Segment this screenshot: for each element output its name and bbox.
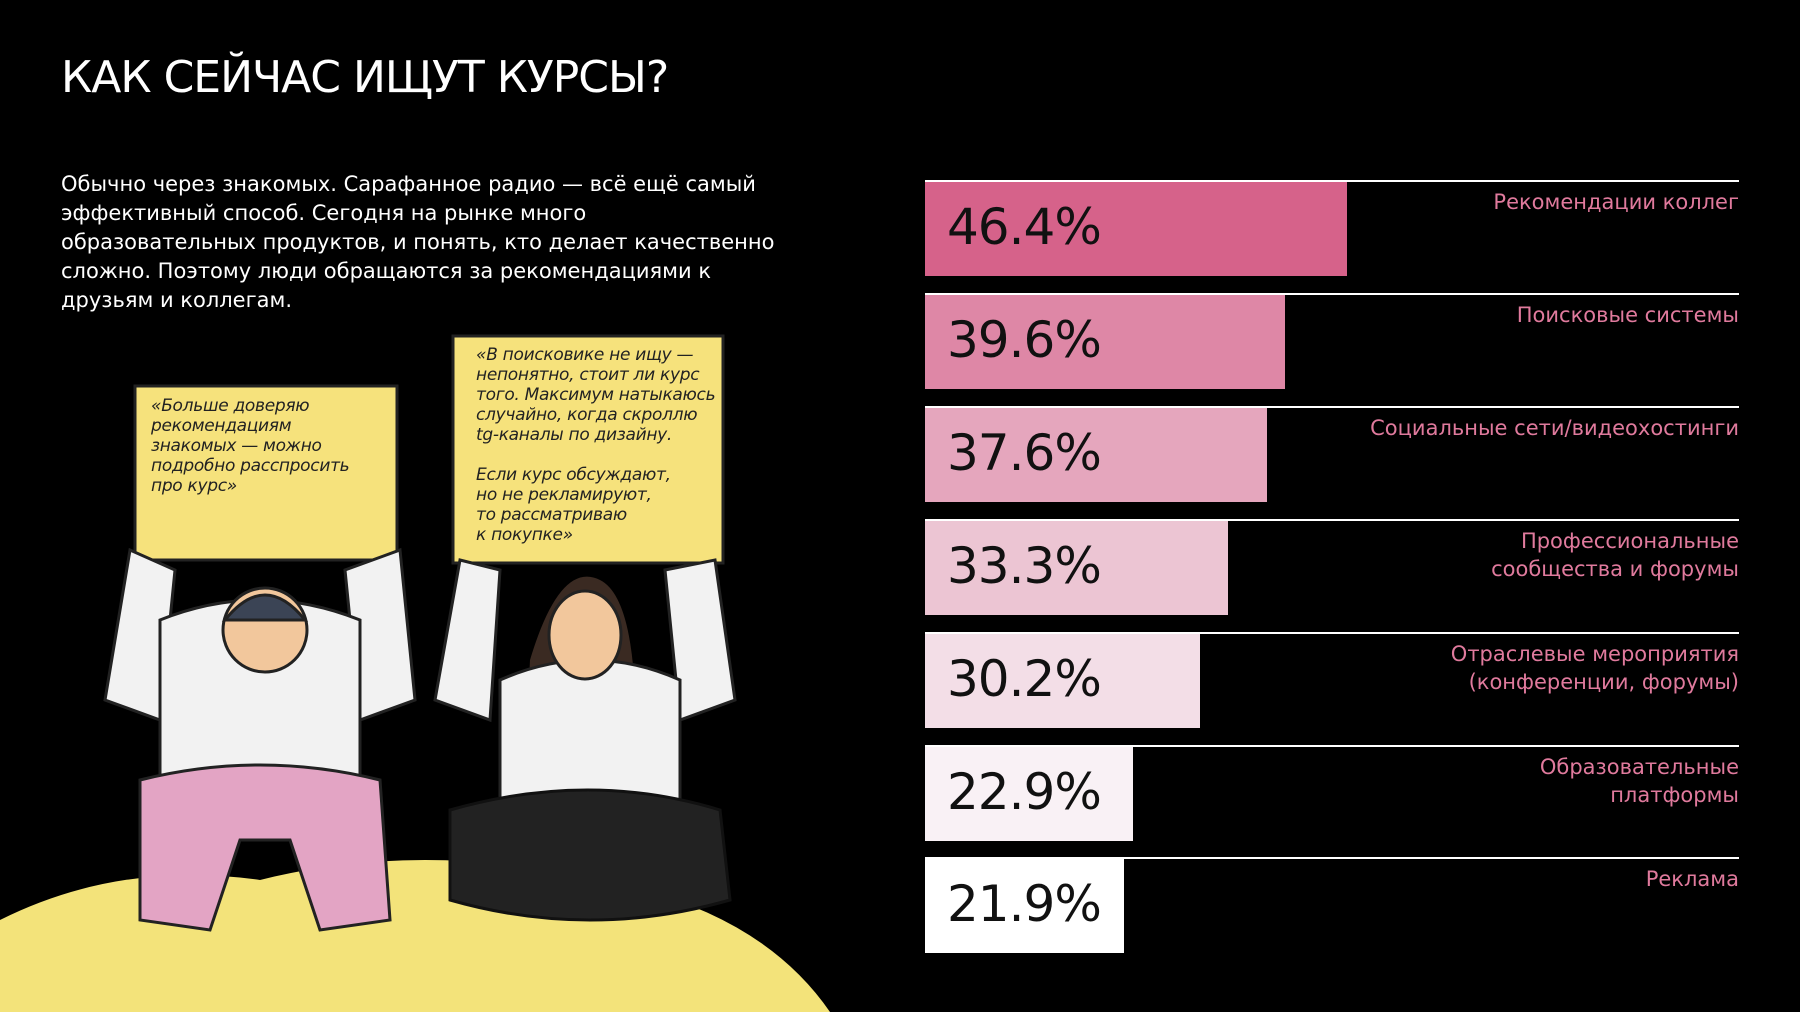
value-label: 46.4% <box>947 198 1102 256</box>
value-label: 22.9% <box>947 762 1102 821</box>
value-label: 21.9% <box>947 875 1102 934</box>
cap <box>221 593 309 622</box>
bar: 46.4% <box>925 182 1347 276</box>
sign-left <box>133 384 399 562</box>
title: КАК СЕЙЧАС ИЩУТ КУРСЫ? <box>61 52 669 103</box>
category-label: Образовательные платформы <box>1539 754 1739 807</box>
bar-row: 30.2% Отраслевые мероприятия (конференции… <box>925 631 1739 747</box>
value-label: 33.3% <box>947 536 1102 595</box>
quote: «Больше доверяю рекомендациям знакомых —… <box>151 396 350 496</box>
value-label: 39.6% <box>947 310 1102 369</box>
category-label: Реклама <box>1645 867 1739 892</box>
bar-row: 39.6% Поисковые системы <box>925 292 1739 408</box>
category-label: Социальные сети/видеохостинги <box>1370 415 1739 440</box>
value-label: 37.6% <box>947 423 1102 482</box>
bar-row: 46.4% Рекомендации коллег <box>925 180 1739 295</box>
bar: 30.2% <box>925 633 1200 728</box>
pants-right <box>448 788 732 922</box>
category-label: Профессиональные сообщества и форумы <box>1491 528 1739 581</box>
category-label: Рекомендации коллег <box>1493 190 1739 214</box>
bar-row: 22.9% Образовательные платформы <box>925 744 1739 860</box>
value-label: 30.2% <box>947 649 1102 708</box>
pants-left <box>138 763 392 932</box>
category-label: Поисковые системы <box>1516 302 1739 327</box>
bar-row: 37.6% Социальные сети/видеохостинги <box>925 405 1739 521</box>
description: Обычно через знакомых. Сарафанное радио … <box>61 172 775 312</box>
bar: 37.6% <box>925 407 1267 502</box>
bar: 39.6% <box>925 294 1285 389</box>
head-right <box>547 589 623 681</box>
quote: «В поисковике не ищу — непонятно, стоит … <box>476 345 716 545</box>
bar-row: 33.3% Профессиональные сообщества и форум… <box>925 518 1739 634</box>
bar: 33.3% <box>925 520 1228 615</box>
hoodie <box>498 658 682 812</box>
bar-row: 21.9% Реклама <box>925 857 1739 972</box>
category-label: Отраслевые мероприятия (конференции, фор… <box>1450 641 1739 694</box>
sign-right <box>451 334 725 565</box>
illustration <box>0 334 830 1012</box>
bar: 22.9% <box>925 746 1134 841</box>
bar: 21.9% <box>925 859 1125 954</box>
